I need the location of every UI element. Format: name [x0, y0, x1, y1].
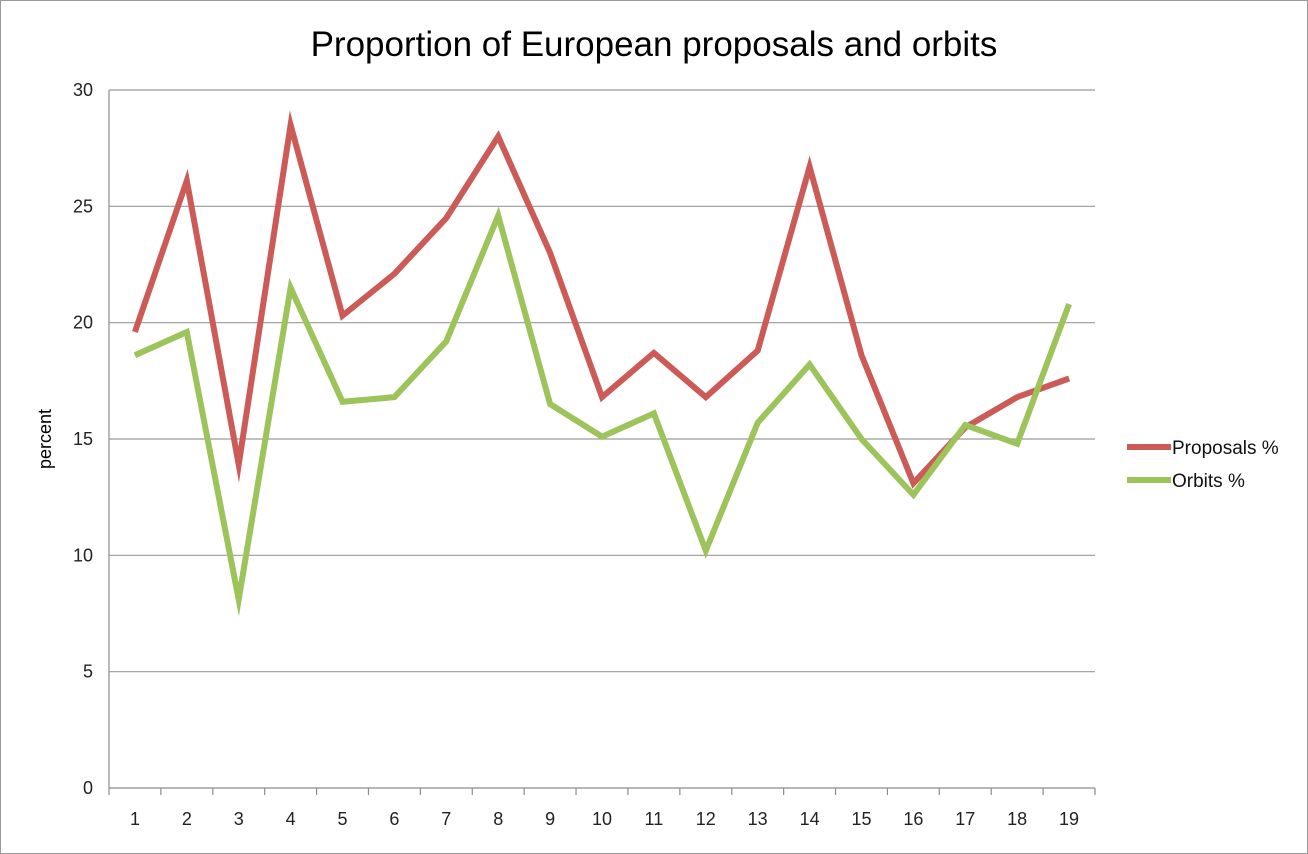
x-tick-label: 16 — [903, 809, 923, 829]
x-tick-label: 15 — [851, 809, 871, 829]
x-tick-label: 7 — [441, 809, 451, 829]
x-tick-label: 17 — [955, 809, 975, 829]
y-tick-label: 0 — [83, 778, 93, 798]
x-tick-label: 9 — [545, 809, 555, 829]
x-tick-label: 13 — [748, 809, 768, 829]
y-tick-label: 30 — [73, 80, 93, 100]
y-tick-label: 15 — [73, 429, 93, 449]
x-tick-label: 6 — [389, 809, 399, 829]
chart-title: Proportion of European proposals and orb… — [311, 25, 998, 64]
legend: Proposals % Orbits % — [1127, 438, 1279, 492]
series-lines — [132, 110, 1072, 617]
x-tick-label: 4 — [286, 809, 296, 829]
y-tick-label: 25 — [73, 196, 93, 216]
x-tick-label: 2 — [182, 809, 192, 829]
series-line-0 — [132, 110, 1071, 489]
y-tick-label: 20 — [73, 313, 93, 333]
y-tick-label: 10 — [73, 545, 93, 565]
x-tick-label: 5 — [338, 809, 348, 829]
y-tick-label: 5 — [83, 662, 93, 682]
x-tick-label: 19 — [1059, 809, 1079, 829]
x-tick-label: 18 — [1007, 809, 1027, 829]
x-tick-label: 14 — [800, 809, 820, 829]
x-tick-label: 8 — [493, 809, 503, 829]
gridlines — [109, 89, 1095, 673]
x-tick-label: 12 — [696, 809, 716, 829]
x-tick-label: 1 — [130, 809, 140, 829]
x-tick-label: 11 — [645, 809, 664, 829]
series-line-1 — [133, 206, 1072, 617]
legend-label-0: Proposals % — [1172, 438, 1279, 459]
x-tick-label: 10 — [592, 809, 612, 829]
x-tick-label: 3 — [234, 809, 244, 829]
y-axis-label: percent — [35, 409, 55, 469]
legend-label-1: Orbits % — [1172, 471, 1245, 492]
